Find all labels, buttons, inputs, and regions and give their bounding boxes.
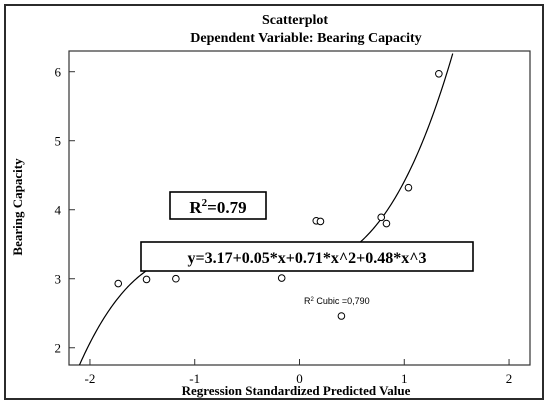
equation-box: y=3.17+0.05*x+0.71*x^2+0.48*x^3 xyxy=(140,241,474,272)
r-squared-prefix: R xyxy=(189,198,202,217)
svg-text:R2=0.79: R2=0.79 xyxy=(189,197,246,217)
r-squared-value: =0.79 xyxy=(207,198,246,217)
cubic-r2-value: Cubic =0,790 xyxy=(314,296,370,306)
y-tick-label: 5 xyxy=(55,134,62,149)
plot-area xyxy=(68,50,531,366)
data-point xyxy=(142,275,151,284)
y-tick-label: 2 xyxy=(55,341,62,356)
data-point xyxy=(172,274,180,283)
data-point xyxy=(435,69,443,78)
chart-frame: Scatterplot Dependent Variable: Bearing … xyxy=(4,4,544,400)
scatterplot-chart: Scatterplot Dependent Variable: Bearing … xyxy=(10,13,531,398)
x-tick-label: -1 xyxy=(189,371,200,386)
cubic-fit-label: R2 Cubic =0,790 xyxy=(304,296,370,306)
r-squared-superscript: 2 xyxy=(202,197,208,209)
x-tick-label: 1 xyxy=(401,371,408,386)
x-tick-label: -2 xyxy=(85,371,96,386)
x-axis-label: Regression Standardized Predicted Value xyxy=(182,383,411,398)
y-tick-label: 6 xyxy=(55,65,62,80)
data-point xyxy=(337,312,346,320)
data-point xyxy=(404,183,413,192)
x-tick-label: 0 xyxy=(296,371,303,386)
fit-equation: y=3.17+0.05*x+0.71*x^2+0.48*x^3 xyxy=(187,250,426,267)
chart-subtitle: Dependent Variable: Bearing Capacity xyxy=(190,31,421,46)
data-point xyxy=(382,219,391,228)
data-point xyxy=(316,217,325,226)
x-tick-label: 2 xyxy=(506,371,512,386)
y-axis-label: Bearing Capacity xyxy=(10,158,25,256)
y-tick-label: 4 xyxy=(55,203,62,218)
cubic-r2-prefix: R xyxy=(304,296,311,306)
data-point xyxy=(377,213,386,222)
data-point xyxy=(277,274,286,282)
data-point xyxy=(114,279,123,288)
chart-title: Scatterplot xyxy=(262,13,328,28)
cubic-r2-superscript: 2 xyxy=(311,297,315,303)
y-tick-label: 3 xyxy=(55,272,62,287)
r-squared-box: R2=0.79 xyxy=(169,191,267,220)
